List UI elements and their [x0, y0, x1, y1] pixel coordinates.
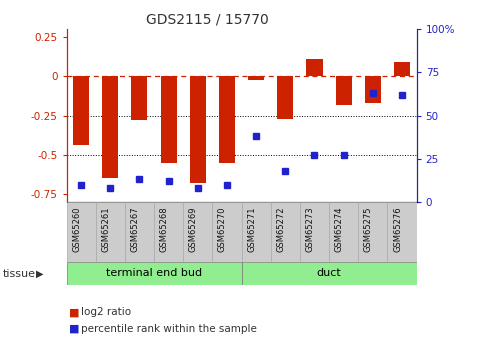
- Text: ■: ■: [69, 307, 79, 317]
- Bar: [242, 262, 417, 285]
- Bar: [67, 262, 242, 285]
- Bar: [248, 76, 264, 79]
- Text: GSM65275: GSM65275: [364, 206, 373, 252]
- Text: GSM65271: GSM65271: [247, 206, 256, 252]
- Bar: [183, 202, 212, 262]
- Text: GSM65276: GSM65276: [393, 206, 402, 252]
- Bar: [67, 202, 96, 262]
- Bar: [300, 202, 329, 262]
- Bar: [190, 76, 206, 183]
- Bar: [307, 59, 322, 76]
- Bar: [219, 76, 235, 162]
- Bar: [271, 202, 300, 262]
- Bar: [329, 202, 358, 262]
- Text: GSM65268: GSM65268: [160, 206, 169, 252]
- Bar: [154, 202, 183, 262]
- Bar: [358, 202, 387, 262]
- Text: GSM65274: GSM65274: [335, 206, 344, 252]
- Bar: [387, 202, 417, 262]
- Text: tissue: tissue: [2, 269, 35, 278]
- Text: GSM65269: GSM65269: [189, 206, 198, 252]
- Bar: [394, 62, 410, 76]
- Bar: [336, 76, 352, 105]
- Bar: [132, 76, 147, 120]
- Text: GSM65267: GSM65267: [131, 206, 140, 252]
- Bar: [73, 76, 89, 145]
- Text: log2 ratio: log2 ratio: [81, 307, 132, 317]
- Bar: [277, 76, 293, 119]
- Bar: [212, 202, 242, 262]
- Bar: [102, 76, 118, 178]
- Bar: [242, 202, 271, 262]
- Bar: [96, 202, 125, 262]
- Text: GSM65273: GSM65273: [306, 206, 315, 252]
- Text: ▶: ▶: [35, 269, 43, 278]
- Text: GSM65260: GSM65260: [72, 206, 81, 252]
- Text: ■: ■: [69, 324, 79, 334]
- Text: percentile rank within the sample: percentile rank within the sample: [81, 324, 257, 334]
- Bar: [125, 202, 154, 262]
- Text: duct: duct: [317, 268, 342, 278]
- Text: GSM65270: GSM65270: [218, 206, 227, 252]
- Bar: [161, 76, 176, 162]
- Text: GSM65272: GSM65272: [276, 206, 285, 252]
- Text: GDS2115 / 15770: GDS2115 / 15770: [146, 12, 268, 26]
- Bar: [365, 76, 381, 103]
- Text: terminal end bud: terminal end bud: [106, 268, 202, 278]
- Text: GSM65261: GSM65261: [101, 206, 110, 252]
